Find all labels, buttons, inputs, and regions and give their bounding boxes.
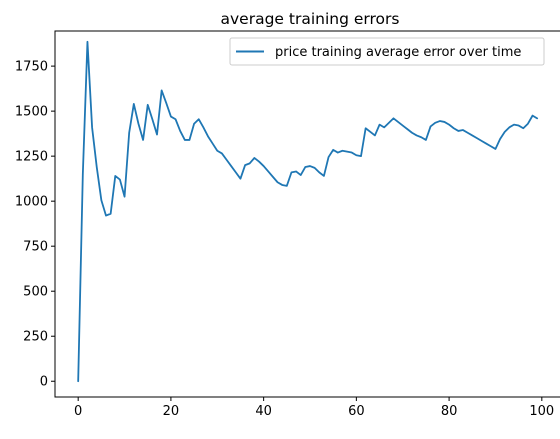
legend-label: price training average error over time [275, 45, 521, 60]
x-tick-label: 0 [74, 404, 82, 419]
y-tick-label: 1750 [15, 60, 48, 75]
plot-background [55, 31, 560, 397]
legend-box [229, 37, 545, 66]
legend: price training average error over time [229, 37, 545, 66]
plot-area: 0 20 40 60 80 100 0 250 500 750 1000 1250 1500 1750 [15, 30, 560, 419]
x-tick-label: 100 [529, 404, 554, 419]
y-tick-label: 1500 [15, 105, 48, 120]
x-axis-ticks: 0 20 40 60 80 100 [74, 397, 554, 419]
series-layer [77, 40, 539, 383]
y-tick-label: 500 [23, 285, 48, 300]
x-tick-label: 80 [441, 404, 458, 419]
x-tick-label: 60 [348, 404, 365, 419]
x-tick-label: 40 [255, 404, 272, 419]
y-tick-label: 1250 [15, 150, 48, 165]
y-axis-ticks: 0 250 500 750 1000 1250 1500 1750 [15, 60, 55, 390]
y-tick-label: 250 [23, 330, 48, 345]
y-tick-label: 1000 [15, 195, 48, 210]
chart-title: average training errors [221, 10, 400, 28]
y-tick-label: 750 [23, 240, 48, 255]
series-line [77, 40, 539, 383]
x-tick-label: 20 [163, 404, 180, 419]
axes-frame [54, 30, 560, 398]
y-tick-label: 0 [40, 375, 48, 390]
